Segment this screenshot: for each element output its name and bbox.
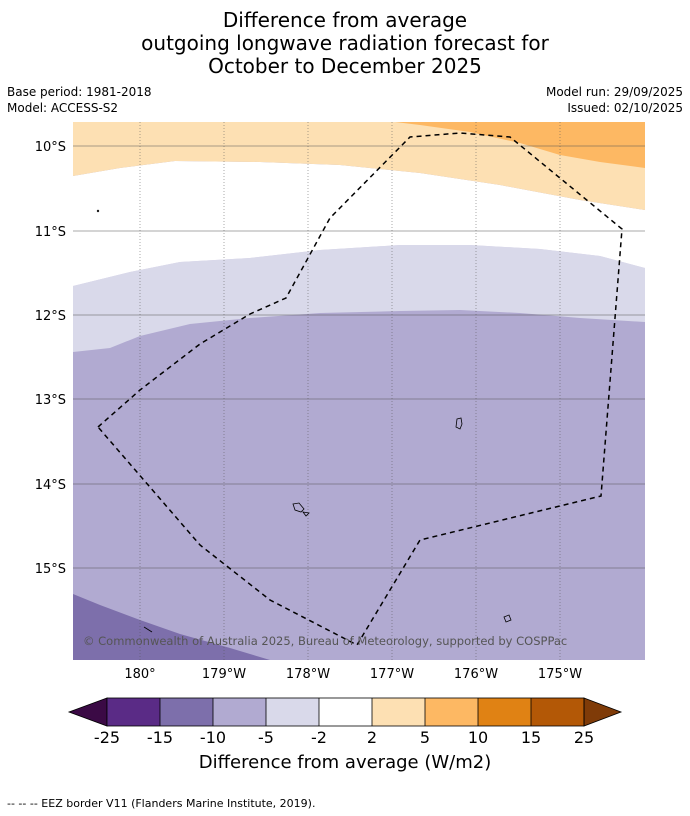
meta-right: Model run: 29/09/2025 Issued: 02/10/2025: [546, 84, 683, 116]
map-area: © Commonwealth of Australia 2025, Bureau…: [73, 122, 645, 660]
island-wallis-2: [302, 511, 310, 517]
colorbar-tick: -10: [200, 728, 226, 747]
base-period: Base period: 1981-2018: [7, 85, 152, 99]
island-southwest: [143, 626, 153, 633]
islands: [96, 209, 512, 633]
colorbar-label: Difference from average (W/m2): [198, 752, 492, 773]
island-dot: [96, 209, 100, 213]
eez-border: [97, 132, 623, 646]
lat-label-14s: 14°S: [35, 478, 66, 493]
attribution: © Commonwealth of Australia 2025, Bureau…: [83, 634, 567, 648]
colorbar-bin-pos5-pos10: [425, 698, 478, 726]
colorbar-tick: 15: [521, 728, 541, 747]
colorbar-bin-neg10-neg5: [213, 698, 266, 726]
meta-left: Base period: 1981-2018 Model: ACCESS-S2: [7, 84, 152, 116]
lat-label-10s: 10°S: [35, 140, 66, 155]
lat-label-15s: 15°S: [35, 562, 66, 577]
model-name: Model: ACCESS-S2: [7, 101, 119, 115]
colorbar-extend-high: [583, 697, 623, 727]
model-run: Model run: 29/09/2025: [545, 85, 683, 99]
lon-label-177w: 177°W: [370, 667, 414, 682]
eez-legend-note: -- -- -- EEZ border V11 (Flanders Marine…: [7, 797, 316, 810]
lon-label-175w: 175°W: [538, 667, 582, 682]
anomaly-region-neg2-to-neg5: [73, 245, 645, 352]
anomaly-region-pos2-to-pos5: [73, 122, 645, 210]
island-lau: [455, 417, 463, 430]
colorbar-bin-neg25-neg15: [107, 698, 160, 726]
colorbar-tick: -2: [311, 728, 327, 747]
colorbar-tick: 25: [574, 728, 594, 747]
colorbar-bin-neg15-neg10: [160, 698, 213, 726]
colorbar-bin-pos15-pos25: [531, 698, 584, 726]
colorbar-frame: [106, 697, 585, 727]
title-line-1: Difference from average: [222, 8, 468, 32]
lon-label-179w: 179°W: [202, 667, 246, 682]
colorbar-tick: 10: [468, 728, 488, 747]
lat-label-12s: 12°S: [35, 309, 66, 324]
colorbar-tick: -25: [94, 728, 120, 747]
title-line-3: October to December 2025: [208, 54, 482, 78]
lat-label-13s: 13°S: [35, 393, 66, 408]
lon-label-178w: 178°W: [286, 667, 330, 682]
lon-axis: 180° 179°W 178°W 177°W 176°W 175°W: [124, 667, 582, 682]
lat-label-11s: 11°S: [35, 225, 66, 240]
lon-label-180: 180°: [124, 667, 155, 682]
colorbar-tick: 2: [367, 728, 377, 747]
colorbar-bin-pos10-pos15: [478, 698, 531, 726]
grid-lines: [73, 122, 645, 660]
colorbar-tick: 5: [420, 728, 430, 747]
lon-label-176w: 176°W: [454, 667, 498, 682]
colorbar-tick: -5: [258, 728, 274, 747]
colorbar-dividers: [159, 698, 532, 726]
colorbar-bin-neg5-neg2: [266, 698, 319, 726]
colorbar-bin-neg2-pos2: [319, 698, 372, 726]
colorbar-extend-low: [67, 697, 108, 727]
colorbar-bin-pos2-pos5: [372, 698, 425, 726]
anomaly-region-pos5-to-pos10: [395, 122, 645, 168]
lat-axis: 10°S 11°S 12°S 13°S 14°S 15°S: [35, 140, 66, 577]
title-line-2: outgoing longwave radiation forecast for: [141, 31, 549, 55]
anomaly-region-neutral: [73, 161, 645, 286]
colorbar: -25 -15 -10 -5 -2 2 5 10 15 25: [67, 697, 623, 747]
colorbar-tick: -15: [147, 728, 173, 747]
anomaly-region-neg10-to-neg15: [73, 594, 270, 660]
island-wallis: [292, 502, 305, 513]
issued-date: Issued: 02/10/2025: [567, 101, 683, 115]
colorbar-ticks: -25 -15 -10 -5 -2 2 5 10 15 25: [94, 728, 594, 747]
island-south: [503, 614, 512, 623]
